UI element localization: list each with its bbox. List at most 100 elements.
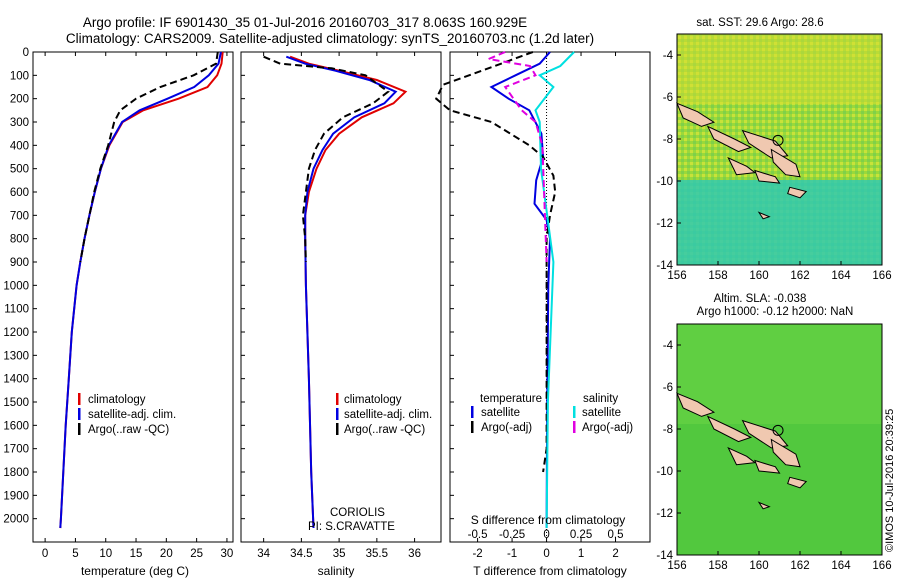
map-xtick-label: 160 xyxy=(749,560,768,572)
legend-swatch-satellite xyxy=(78,408,81,420)
legend-label-temp-satellite: satellite xyxy=(481,407,520,419)
sla-map-light-region xyxy=(677,324,882,424)
ytick-label: 1900 xyxy=(3,490,29,502)
map-island xyxy=(787,186,808,199)
legend-label-climatology: climatology xyxy=(88,394,146,406)
xtick-label: 35 xyxy=(333,548,346,560)
series-line-temperature-satellite xyxy=(489,51,552,529)
xtick-label: 25 xyxy=(190,548,203,560)
sst-map-warm-region xyxy=(677,34,882,104)
map-ytick-label: -10 xyxy=(656,466,673,478)
map-island xyxy=(757,211,771,220)
argo-location-marker xyxy=(772,134,784,146)
map-xtick-label: 160 xyxy=(749,270,768,282)
map-island xyxy=(754,169,781,184)
xtick-label: 36 xyxy=(408,548,421,560)
difference-panel: -2 -1 0 1 2 -0.5 -0.25 0 0.25 0.5 T difference fr… xyxy=(434,51,651,578)
map-island xyxy=(706,415,753,443)
ytick-label: 2000 xyxy=(3,514,29,526)
ytick-label: 1600 xyxy=(3,420,29,432)
series-line-satellite-adj-clim- xyxy=(59,51,222,529)
map-ytick-label: -8 xyxy=(663,134,673,146)
argo-location-marker xyxy=(772,424,784,436)
map-island xyxy=(727,446,757,466)
map-ytick-label: -4 xyxy=(663,340,674,352)
salinity-legend: climatology satellite-adj. clim. Argo(..… xyxy=(336,393,432,436)
map-island xyxy=(770,438,801,468)
temperature-panel: 0 5 10 15 20 25 300100200300400500600700800900… xyxy=(3,47,234,578)
xtick-label: 0 xyxy=(543,548,549,560)
legend-swatch-sal-argo xyxy=(573,421,576,433)
series-line-salinity-argo-adj- xyxy=(485,51,548,263)
salinity-xtick-label: 0.25 xyxy=(570,529,592,541)
imos-watermark: ©IMOS 10-Jul-2016 20:39:25 xyxy=(884,409,896,552)
ytick-label: 0 xyxy=(23,47,29,59)
ytick-label: 400 xyxy=(10,140,29,152)
ytick-label: 700 xyxy=(10,210,29,222)
map-ytick-label: -4 xyxy=(663,50,674,62)
salinity-xtick-label: 0 xyxy=(543,529,549,541)
xtick-label: 15 xyxy=(130,548,143,560)
series-line-climatology xyxy=(289,55,408,529)
xtick-label: -2 xyxy=(472,548,482,560)
legend-swatch-sal-satellite xyxy=(573,406,576,418)
salinity-xlabel: salinity xyxy=(318,564,355,578)
map-island xyxy=(770,148,801,178)
map-xtick-label: 156 xyxy=(667,560,686,572)
ytick-label: 1000 xyxy=(3,280,29,292)
map-island xyxy=(676,102,716,127)
series-line-salinity-satellite xyxy=(534,51,575,529)
xtick-label: 10 xyxy=(99,548,112,560)
ytick-label: 900 xyxy=(10,257,29,269)
map-ytick-label: -14 xyxy=(656,550,673,562)
salinity-xtick-label: 0.5 xyxy=(608,529,624,541)
ytick-label: 800 xyxy=(10,234,29,246)
map-xtick-label: 162 xyxy=(790,270,809,282)
map-xtick-label: 162 xyxy=(790,560,809,572)
salinity-panel: 34 34.5 35 35.5 36 salinity climatology sate… xyxy=(240,51,442,578)
map-ytick-label: -12 xyxy=(656,218,673,230)
difference-axes xyxy=(449,51,651,543)
series-line-temperature-argo-adj- xyxy=(434,51,557,473)
ytick-label: 1100 xyxy=(4,304,29,316)
temperature-xlabel: temperature (deg C) xyxy=(81,564,189,578)
difference-legend: temperature satellite Argo(-adj) salinit… xyxy=(471,393,633,434)
ytick-label: 1500 xyxy=(3,397,29,409)
map-xtick-label: 164 xyxy=(831,270,851,282)
sla-map-panel: Altim. SLA: -0.038 Argo h1000: -0.12 h20… xyxy=(656,293,891,572)
series-line-climatology xyxy=(59,51,224,529)
legend-swatch-climatology xyxy=(336,393,339,405)
map-xtick-label: 166 xyxy=(872,560,891,572)
sst-map-cool-region xyxy=(677,180,882,265)
series-line-satellite-adj-clim- xyxy=(285,55,398,529)
legend-label-satellite: satellite-adj. clim. xyxy=(344,409,432,421)
ytick-label: 100 xyxy=(10,70,29,82)
ytick-label: 200 xyxy=(10,94,29,106)
map-island xyxy=(787,476,808,489)
series-line-argo-raw-qc- xyxy=(263,55,390,263)
legend-title-temperature: temperature xyxy=(480,393,542,405)
xtick-label: 5 xyxy=(72,548,78,560)
map-island xyxy=(676,392,716,417)
xtick-label: 1 xyxy=(578,548,584,560)
sla-map-frame xyxy=(676,323,883,556)
map-island xyxy=(727,156,757,176)
title-line-1: Argo profile: IF 6901430_35 01-Jul-2016 … xyxy=(83,15,527,30)
legend-label-temp-argo: Argo(-adj) xyxy=(481,422,532,434)
difference-xlabel-salinity: S difference from climatology xyxy=(471,513,626,527)
legend-label-climatology: climatology xyxy=(344,394,402,406)
xtick-label: 0 xyxy=(42,548,48,560)
map-island xyxy=(757,501,771,510)
xtick-label: 34.5 xyxy=(290,548,312,560)
pi-annotation: PI: S.CRAVATTE xyxy=(308,521,395,533)
ytick-label: 1400 xyxy=(3,374,29,386)
ytick-label: 1700 xyxy=(3,444,29,456)
legend-swatch-argo xyxy=(78,423,81,435)
salinity-xtick-label: -0.25 xyxy=(499,529,525,541)
map-ytick-label: -10 xyxy=(656,176,673,188)
ytick-label: 600 xyxy=(10,187,29,199)
map-xtick-label: 166 xyxy=(872,270,891,282)
map-ytick-label: -14 xyxy=(656,260,673,272)
